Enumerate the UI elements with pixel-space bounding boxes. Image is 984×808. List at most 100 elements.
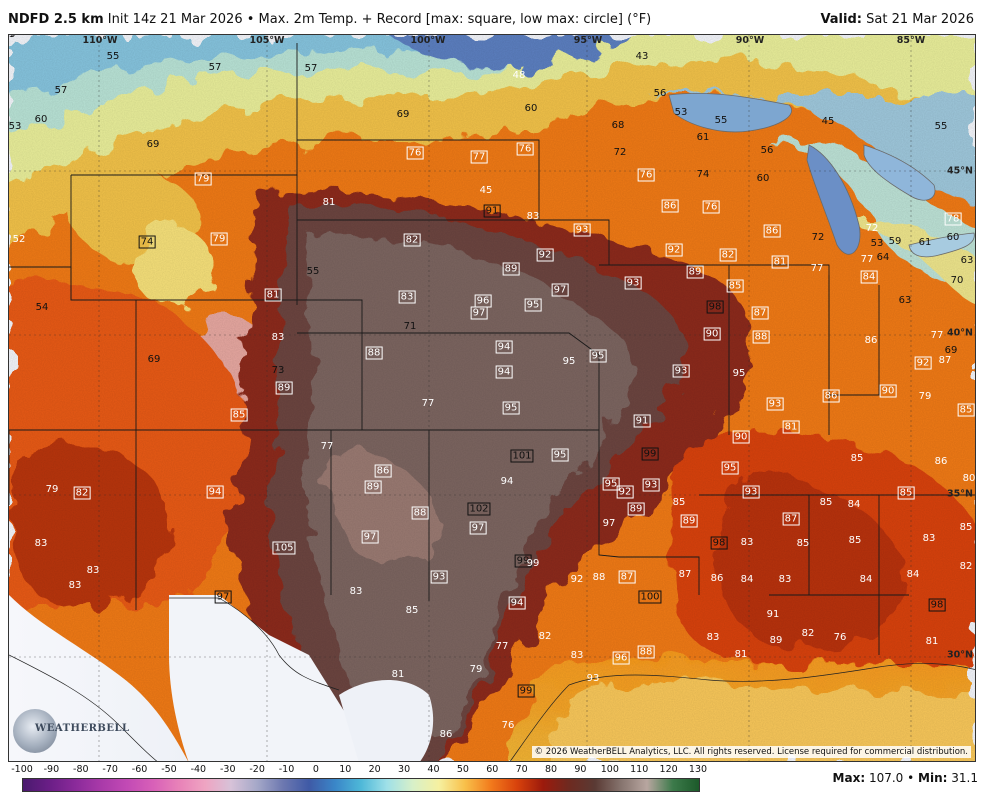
temperature-label: 83 (706, 632, 720, 643)
record-temperature-label: 85 (726, 279, 744, 293)
temperature-label: 52 (12, 234, 26, 245)
valid-time: Valid: Sat 21 Mar 2026 (820, 12, 974, 27)
record-temperature-label: 93 (742, 485, 760, 499)
temperature-label: 83 (922, 533, 936, 544)
record-temperature-label: 90 (703, 327, 721, 341)
temperature-label: 79 (469, 664, 483, 675)
temperature-label: 55 (934, 121, 948, 132)
temperature-label: 61 (696, 132, 710, 143)
temperature-label: 48 (512, 70, 526, 81)
temperature-label: 81 (322, 197, 336, 208)
record-temperature-label: 105 (272, 541, 296, 555)
temperature-label: 71 (403, 321, 417, 332)
record-temperature-label: 95 (602, 477, 620, 491)
colorbar-tick-label: -60 (131, 764, 148, 775)
colorbar-tick-label: 20 (368, 764, 381, 775)
lon-label-105w: 105°W (249, 35, 285, 46)
temperature-label: 77 (930, 330, 944, 341)
record-temperature-label: 88 (411, 506, 429, 520)
colorbar-tick-label: 80 (544, 764, 558, 775)
record-temperature-label: 81 (782, 420, 800, 434)
record-temperature-label: 97 (469, 521, 487, 535)
lon-label-85w: 85°W (896, 35, 926, 46)
colorbar-tick-label: 10 (339, 764, 352, 775)
record-temperature-label: 99 (514, 554, 532, 568)
temperature-label: 55 (714, 115, 728, 126)
record-temperature-label: 94 (206, 485, 224, 499)
colorbar-tick-label: -40 (190, 764, 207, 775)
temperature-label: 84 (740, 574, 754, 585)
record-temperature-label: 76 (637, 168, 655, 182)
temperature-label: 55 (106, 51, 120, 62)
temperature-label: 95 (732, 368, 746, 379)
temperature-label: 85 (405, 605, 419, 616)
temperature-label: 69 (944, 345, 958, 356)
temperature-label: 54 (35, 302, 49, 313)
record-temperature-label: 85 (957, 403, 975, 417)
temperature-label: 85 (850, 453, 864, 464)
temperature-label: 72 (865, 223, 879, 234)
max-value: 107.0 (868, 771, 904, 785)
temperature-label: 79 (45, 484, 59, 495)
record-temperature-label: 82 (719, 248, 737, 262)
record-temperature-label: 83 (398, 290, 416, 304)
colorbar-tick-label: -50 (161, 764, 177, 775)
record-temperature-label: 76 (702, 200, 720, 214)
colorbar-tick-label: 70 (515, 764, 528, 775)
record-temperature-label: 95 (502, 401, 520, 415)
temperature-label: 73 (8, 34, 16, 40)
colorbar-tick-label: 0 (312, 764, 319, 775)
colorbar-tick-label: 40 (427, 764, 440, 775)
state-borders (9, 43, 975, 655)
temperature-label: 88 (592, 572, 606, 583)
temperature-label: 57 (54, 85, 68, 96)
record-temperature-label: 95 (551, 448, 569, 462)
temperature-label: 83 (271, 332, 285, 343)
coastline (9, 597, 975, 761)
header-description: NDFD 2.5 km Init 14z 21 Mar 2026 • Max. … (8, 12, 651, 27)
record-temperature-label: 81 (771, 255, 789, 269)
temperature-label: 81 (734, 649, 748, 660)
valid-value: Sat 21 Mar 2026 (866, 12, 974, 27)
record-temperature-label: 90 (732, 430, 750, 444)
min-value: 31.1 (951, 771, 978, 785)
record-temperature-label: 99 (517, 684, 535, 698)
colorbar (22, 778, 700, 792)
record-temperature-label: 95 (524, 298, 542, 312)
record-temperature-label: 94 (508, 596, 526, 610)
temperature-label: 53 (870, 238, 884, 249)
record-temperature-label: 94 (495, 340, 513, 354)
record-temperature-label: 97 (470, 306, 488, 320)
model-name: NDFD 2.5 km (8, 12, 104, 27)
record-temperature-label: 86 (374, 464, 392, 478)
colorbar-tick-label: 130 (688, 764, 708, 775)
temperature-label: 86 (710, 573, 724, 584)
record-temperature-label: 84 (860, 270, 878, 284)
temperature-label: 60 (756, 173, 770, 184)
temperature-label: 83 (570, 650, 584, 661)
record-temperature-label: 95 (589, 349, 607, 363)
record-temperature-label: 101 (510, 449, 534, 463)
colorbar-tick-label: 90 (574, 764, 587, 775)
temperature-label: 60 (34, 114, 48, 125)
record-temperature-label: 93 (624, 276, 642, 290)
temperature-label: 97 (602, 518, 616, 529)
record-temperature-label: 91 (483, 204, 501, 218)
record-temperature-label: 86 (763, 224, 781, 238)
temperature-label: 95 (562, 356, 576, 367)
lon-label-90w: 90°W (735, 35, 765, 46)
temperature-label: 77 (421, 398, 435, 409)
temperature-label: 56 (760, 145, 774, 156)
logo-text: WEATHERBELL (35, 723, 130, 734)
temperature-label: 83 (86, 565, 100, 576)
temperature-label: 45 (479, 185, 493, 196)
temperature-label: 77 (810, 263, 824, 274)
record-temperature-label: 98 (710, 536, 728, 550)
temperature-map[interactable]: 110°W 105°W 100°W 95°W 90°W 85°W 45°N 40… (8, 34, 976, 762)
colorbar-tick-label: -30 (219, 764, 236, 775)
lat-label-40n: 40°N (947, 327, 973, 339)
record-temperature-label: 88 (365, 346, 383, 360)
record-temperature-label: 89 (364, 480, 382, 494)
temperature-label: 91 (766, 609, 780, 620)
record-temperature-label: 94 (495, 365, 513, 379)
